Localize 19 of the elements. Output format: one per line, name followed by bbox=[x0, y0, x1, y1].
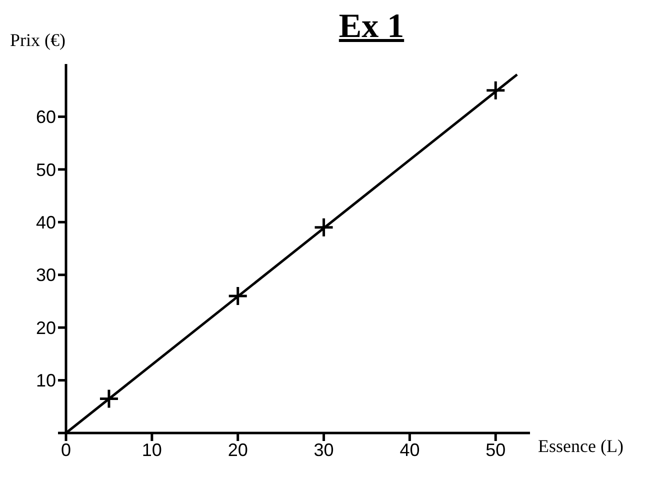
x-tick-label: 30 bbox=[314, 440, 334, 460]
x-axis-title: Essence (L) bbox=[538, 436, 624, 457]
x-tick-label: 10 bbox=[142, 440, 162, 460]
point bbox=[228, 286, 248, 306]
x-tick-label: 20 bbox=[228, 440, 248, 460]
y-tick-label: 30 bbox=[36, 265, 56, 286]
y-tick-label: 60 bbox=[36, 107, 56, 128]
y-axis-title: Prix (€) bbox=[10, 30, 66, 51]
x-tick-label: 0 bbox=[60, 440, 72, 460]
point bbox=[98, 388, 120, 409]
y-tick-label: 10 bbox=[36, 370, 56, 391]
point bbox=[485, 80, 506, 101]
y-tick-label: 40 bbox=[36, 212, 56, 233]
x-tick-label: 40 bbox=[400, 440, 420, 460]
x-tick-label: 50 bbox=[486, 440, 506, 460]
y-tick-label: 50 bbox=[36, 160, 56, 180]
point bbox=[314, 217, 334, 238]
chart-title: Ex 1 bbox=[338, 8, 404, 45]
y-tick-label: 20 bbox=[36, 318, 56, 338]
